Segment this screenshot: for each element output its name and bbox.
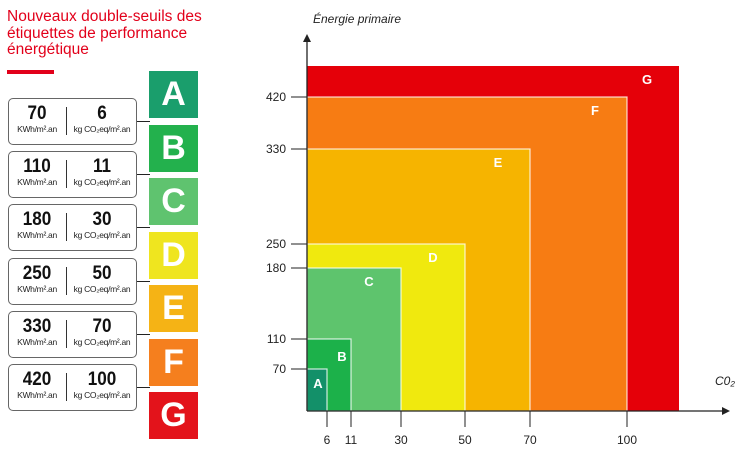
connector-line	[137, 174, 150, 176]
energy-unit: KWh/m².an	[17, 124, 57, 134]
region-label-a: A	[313, 376, 323, 391]
separator	[66, 107, 67, 135]
co2-unit: kg CO₂eq/m².an	[73, 283, 131, 294]
threshold-box-a: 70 KWh/m².an 6 kg CO₂eq/m².an	[8, 98, 137, 145]
connector-line	[137, 333, 150, 335]
connector-line	[137, 387, 150, 388]
energy-threshold: 110	[23, 156, 51, 178]
x-tick-label: 70	[523, 433, 537, 447]
threshold-box-c: 180 KWh/m².an 30 kg CO₂eq/m².an	[8, 204, 137, 252]
y-tick-label: 110	[267, 332, 286, 346]
title-underline	[7, 70, 54, 74]
badge-class-e: E	[149, 285, 198, 332]
energy-unit: KWh/m².an	[17, 390, 57, 400]
x-tick-label: 6	[324, 433, 331, 447]
separator	[66, 319, 67, 348]
threshold-box-f: 420 KWh/m².an 100 kg CO₂eq/m².an	[8, 364, 137, 411]
region-label-f: F	[591, 103, 599, 118]
energy-unit: KWh/m².an	[17, 177, 57, 188]
region-label-g: G	[642, 72, 652, 87]
region-label-d: D	[428, 250, 437, 265]
y-tick-label: 420	[266, 90, 286, 104]
separator	[66, 373, 67, 401]
region-label-e: E	[494, 155, 503, 170]
region-label-b: B	[337, 349, 346, 364]
connector-line	[137, 227, 150, 229]
y-tick-label: 180	[266, 261, 286, 275]
x-tick-label: 100	[617, 433, 637, 447]
region-label-c: C	[364, 274, 374, 289]
energy-threshold: 330	[22, 315, 52, 337]
co2-threshold: 30	[92, 209, 112, 231]
threshold-box-d: 250 KWh/m².an 50 kg CO₂eq/m².an	[8, 257, 137, 305]
energy-unit: KWh/m².an	[17, 230, 57, 241]
energy-unit: KWh/m².an	[17, 336, 57, 347]
co2-unit: kg CO₂eq/m².an	[73, 336, 131, 347]
x-axis-label: C0₂	[715, 374, 735, 388]
badge-class-b: B	[149, 124, 198, 172]
energy-threshold: 250	[22, 262, 52, 284]
co2-unit: kg CO₂eq/m².an	[73, 124, 131, 134]
co2-unit: kg CO₂eq/m².an	[73, 390, 131, 400]
energy-threshold: 70	[27, 103, 47, 124]
x-tick-label: 30	[394, 433, 408, 447]
y-axis-arrow-icon	[303, 34, 311, 42]
badge-class-f: F	[149, 338, 198, 386]
co2-threshold: 6	[97, 103, 107, 124]
y-tick-label: 330	[266, 142, 286, 156]
x-axis-arrow-icon	[722, 407, 730, 415]
threshold-box-e: 330 KWh/m².an 70 kg CO₂eq/m².an	[8, 310, 137, 358]
connector-line	[137, 280, 150, 282]
page-title: Nouveaux double-seuils des étiquettes de…	[7, 8, 202, 58]
energy-threshold: 420	[22, 369, 52, 390]
threshold-box-b: 110 KWh/m².an 11 kg CO₂eq/m².an	[8, 151, 137, 199]
x-tick-label: 11	[345, 433, 358, 447]
separator	[66, 213, 67, 242]
co2-threshold: 100	[87, 369, 117, 390]
co2-threshold: 50	[92, 262, 112, 284]
energy-threshold: 180	[22, 209, 52, 231]
co2-threshold: 70	[92, 315, 112, 337]
y-axis-label: Énergie primaire	[313, 11, 401, 26]
badge-class-c: C	[149, 178, 198, 225]
badge-class-d: D	[149, 231, 198, 279]
y-tick-label: 70	[273, 362, 287, 376]
x-tick-label: 50	[458, 433, 472, 447]
energy-unit: KWh/m².an	[17, 283, 57, 294]
separator	[66, 160, 67, 189]
connector-line	[137, 121, 150, 122]
co2-unit: kg CO₂eq/m².an	[73, 230, 131, 241]
badge-class-a: A	[149, 71, 198, 118]
badge-class-g: G	[149, 392, 198, 439]
y-tick-label: 250	[266, 237, 286, 251]
co2-threshold: 11	[92, 156, 112, 178]
co2-unit: kg CO₂eq/m².an	[73, 177, 131, 188]
separator	[66, 266, 67, 295]
